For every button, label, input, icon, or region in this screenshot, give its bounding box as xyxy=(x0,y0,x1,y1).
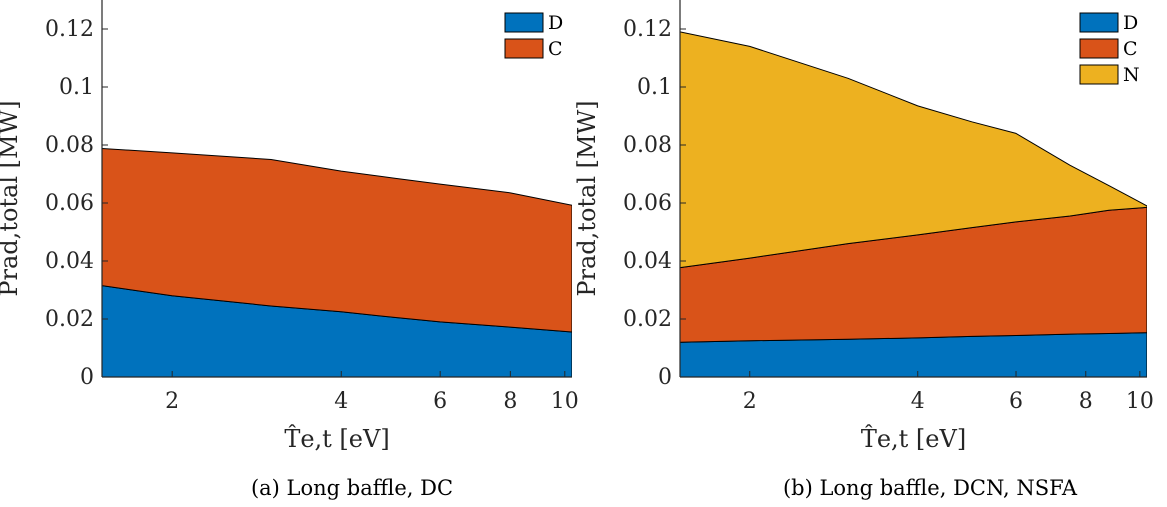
x-tick-label: 10 xyxy=(1126,389,1154,414)
area-c xyxy=(102,147,572,333)
legend-label-c: C xyxy=(548,38,563,60)
y-tick-label: 0.12 xyxy=(623,17,672,42)
y-tick-label: 0.1 xyxy=(637,75,672,100)
x-tick-label: 4 xyxy=(911,389,925,414)
area-n xyxy=(680,31,1147,269)
legend-swatch-n xyxy=(1079,64,1119,85)
panel-caption: (b) Long baffle, DCN, NSFA xyxy=(783,476,1078,500)
y-tick-label: 0.12 xyxy=(45,17,94,42)
legend-swatch-d xyxy=(504,12,544,33)
area-series-group xyxy=(102,147,572,377)
y-axis-label: Prad,total [MW] xyxy=(0,100,23,296)
panel-caption: (a) Long baffle, DC xyxy=(251,476,453,500)
legend-label-d: D xyxy=(548,12,563,34)
legend-swatch-d xyxy=(1079,12,1119,33)
legend-label-c: C xyxy=(1123,38,1138,60)
x-tick-label: 8 xyxy=(503,389,517,414)
x-tick-label: 2 xyxy=(165,389,179,414)
y-tick-label: 0.1 xyxy=(59,75,94,100)
y-axis-label: Prad,total [MW] xyxy=(573,100,601,296)
y-tick-label: 0.02 xyxy=(623,307,672,332)
legend: DC xyxy=(504,12,563,60)
area-series-group xyxy=(680,31,1147,377)
y-tick-label: 0.08 xyxy=(623,133,672,158)
x-axis-label: T̂e,t [eV] xyxy=(861,425,966,453)
chart-panel-2: 0 0.02 0.04 0.06 0.08 0.1 0.12 2 4 6 8 10 T̂e,t [eV]… xyxy=(573,0,1154,500)
x-tick-label: 6 xyxy=(433,389,447,414)
legend: DCN xyxy=(1079,12,1140,86)
y-tick-label: 0.08 xyxy=(45,133,94,158)
x-tick-label: 4 xyxy=(334,389,348,414)
legend-swatch-c xyxy=(1079,38,1119,59)
y-tick-label: 0 xyxy=(658,365,672,390)
legend-swatch-c xyxy=(504,38,544,59)
x-axis-label: T̂e,t [eV] xyxy=(284,425,389,453)
x-tick-label: 6 xyxy=(1009,389,1023,414)
y-tick-label: 0.04 xyxy=(623,249,672,274)
x-tick-label: 10 xyxy=(551,389,579,414)
y-tick-label: 0.02 xyxy=(45,307,94,332)
chart-panel-1: 0 0.02 0.04 0.06 0.08 0.1 0.12 2 4 6 8 10 T̂e,t [eV]… xyxy=(0,0,579,500)
x-tick-label: 8 xyxy=(1079,389,1093,414)
y-tick-label: 0 xyxy=(80,365,94,390)
y-tick-label: 0.06 xyxy=(45,191,94,216)
y-tick-label: 0.04 xyxy=(45,249,94,274)
y-tick-label: 0.06 xyxy=(623,191,672,216)
x-tick-label: 2 xyxy=(743,389,757,414)
legend-label-d: D xyxy=(1123,12,1138,34)
legend-label-n: N xyxy=(1123,64,1140,86)
